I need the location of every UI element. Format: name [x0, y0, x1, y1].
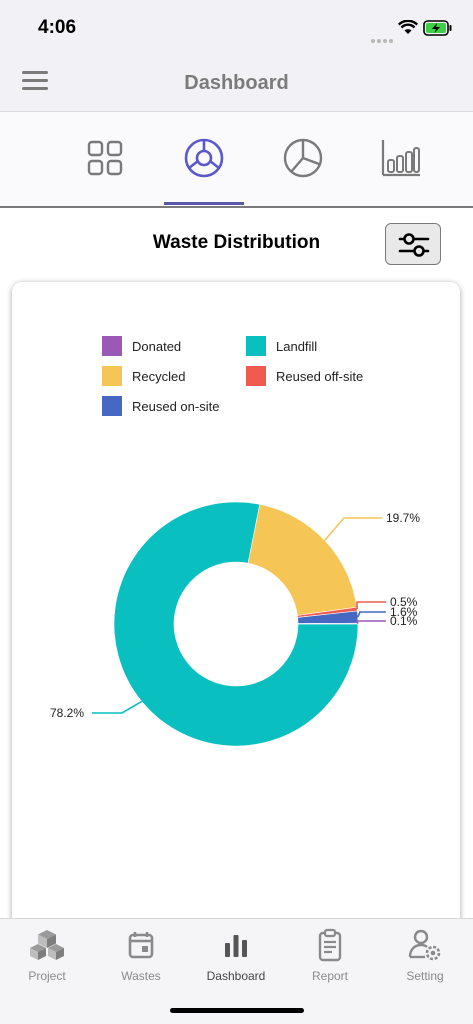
bottom-tab-report[interactable]: Report	[283, 927, 377, 983]
status-time: 4:06	[38, 17, 77, 38]
slice-recycled[interactable]	[247, 503, 358, 616]
cubes-icon	[30, 930, 64, 960]
bottom-tab-dashboard[interactable]: Dashboard	[189, 927, 283, 983]
legend-swatch-reused-off-site	[246, 366, 266, 386]
legend-item-donated: Donated	[102, 335, 181, 357]
legend-item-recycled: Recycled	[102, 365, 185, 387]
chart-section-title: Waste Distribution	[152, 232, 321, 253]
bottom-tab-label: Project	[28, 969, 66, 983]
home-indicator	[170, 1008, 304, 1013]
legend-swatch-recycled	[102, 366, 122, 386]
data-label-donated: 0.1%	[390, 614, 418, 628]
active-tab-indicator	[164, 202, 244, 205]
legend-item-landfill: Landfill	[246, 335, 317, 357]
status-bar: 4:06	[0, 0, 473, 56]
navigation-bar: Dashboard	[0, 56, 473, 112]
cellular-signal-icon	[371, 30, 395, 48]
grid-icon	[87, 140, 123, 176]
leader-line-reused-off-site	[356, 601, 386, 610]
chart-card: Donated Landfill Recycled Reused off-sit…	[12, 282, 460, 962]
tab-pie[interactable]	[281, 136, 325, 180]
tab-bar[interactable]	[378, 136, 422, 180]
legend-item-reused-on-site: Reused on-site	[102, 395, 219, 417]
leader-line-recycled	[324, 517, 382, 541]
clipboard-icon	[318, 928, 342, 962]
bottom-tab-label: Report	[311, 969, 349, 983]
bar-chart-icon	[381, 140, 420, 177]
legend-swatch-landfill	[246, 336, 266, 356]
bottom-tab-label: Dashboard	[206, 969, 266, 983]
slice-landfill[interactable]	[113, 501, 359, 747]
bottom-tab-project[interactable]: Project	[0, 927, 94, 983]
wifi-icon	[398, 20, 418, 34]
donut-chart-icon	[184, 138, 224, 178]
legend-item-reused-off-site: Reused off-site	[246, 365, 363, 387]
bottom-tab-wastes[interactable]: Wastes	[94, 927, 188, 983]
legend-label-reused-on-site: Reused on-site	[132, 398, 220, 414]
legend-label-recycled: Recycled	[132, 368, 186, 384]
chart-type-tabs	[0, 112, 473, 208]
hamburger-menu-icon[interactable]	[22, 71, 48, 93]
slice-donated[interactable]	[297, 622, 359, 625]
pie-chart-icon	[283, 138, 323, 178]
bar-chart-icon	[225, 935, 247, 957]
bottom-tab-setting[interactable]: Setting	[378, 927, 472, 983]
legend-label-donated: Donated	[132, 338, 182, 354]
filter-button[interactable]	[385, 223, 441, 265]
legend-label-reused-off-site: Reused off-site	[276, 368, 364, 384]
bottom-tab-bar: Project Wastes Dashboard Report	[0, 918, 473, 1024]
user-gear-icon	[408, 929, 441, 961]
leader-line-reused-on-site	[357, 611, 386, 618]
data-label-reused-off-site: 0.5%	[390, 595, 418, 609]
tab-donut[interactable]	[182, 136, 226, 180]
data-label-reused-on-site: 1.6%	[390, 605, 418, 619]
tab-grid[interactable]	[83, 136, 127, 180]
battery-charging-icon	[423, 20, 452, 36]
data-label-recycled: 19.7%	[386, 511, 420, 525]
leader-line-landfill	[92, 700, 143, 714]
legend-label-landfill: Landfill	[276, 338, 318, 354]
page-title: Dashboard	[184, 72, 289, 94]
legend-swatch-reused-on-site	[102, 396, 122, 416]
bottom-tab-label: Setting	[406, 969, 444, 983]
leader-line-donated	[355, 620, 386, 624]
data-label-landfill: 78.2%	[50, 706, 84, 720]
sliders-icon	[398, 233, 430, 257]
bottom-tab-label: Wastes	[121, 969, 161, 983]
donut-chart: 78.2% 19.7% 0.5%1.6%0.1%	[50, 501, 420, 747]
legend-swatch-donated	[102, 336, 122, 356]
calendar-icon	[128, 932, 154, 959]
